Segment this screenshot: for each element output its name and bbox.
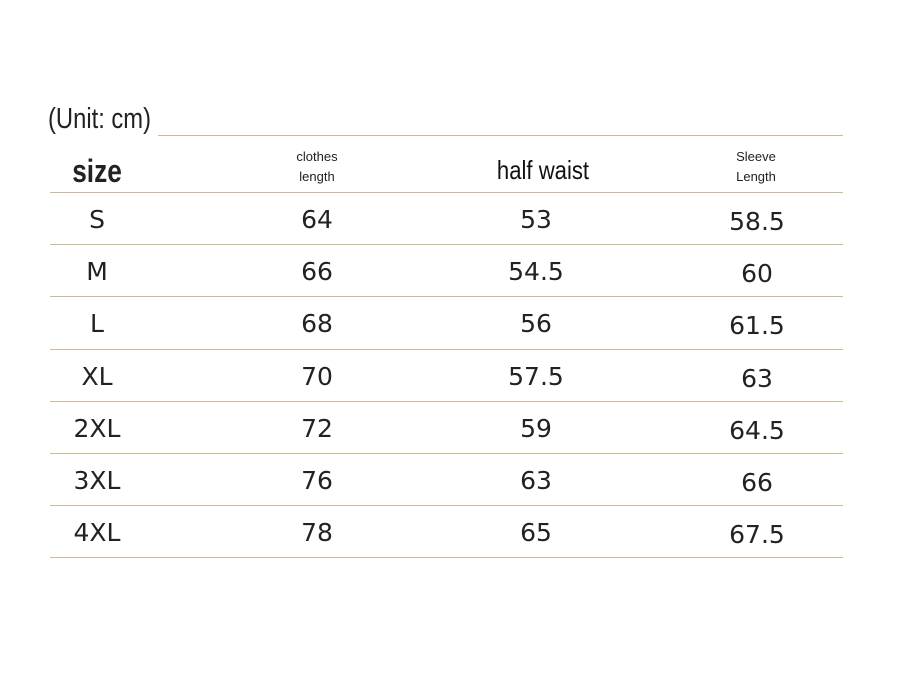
size-cell: S [89, 205, 105, 234]
size-cell: 4XL [73, 518, 121, 548]
value-cell: 63 [520, 466, 552, 495]
value-cell: 65 [520, 518, 552, 548]
size-cell: XL [81, 361, 113, 391]
size-cell: L [90, 309, 104, 339]
value-cell: 78 [301, 518, 333, 548]
row-rule [50, 244, 843, 245]
value-cell: 56 [520, 309, 552, 339]
value-cell: 76 [301, 466, 333, 495]
size-cell: 3XL [73, 466, 121, 495]
unit-label: (Unit: cm) [48, 103, 152, 135]
header-rule [50, 192, 843, 193]
row-rule [50, 349, 843, 350]
row-rule [50, 505, 843, 506]
size-cell: 2XL [73, 413, 121, 443]
value-cell: 64.5 [729, 415, 785, 445]
value-cell: 54.5 [508, 257, 564, 287]
row-rule [50, 296, 843, 297]
value-cell: 59 [520, 413, 552, 443]
value-cell: 66 [741, 468, 773, 497]
column-header: half waist [496, 155, 590, 185]
row-rule [50, 557, 843, 558]
column-header: clothes length [296, 149, 338, 184]
row-rule [50, 401, 843, 402]
size-cell: M [86, 257, 108, 287]
value-cell: 66 [301, 257, 333, 287]
column-header: Sleeve Length [736, 149, 776, 184]
value-cell: 70 [301, 361, 333, 391]
column-header: size [72, 153, 122, 189]
value-cell: 72 [301, 413, 333, 443]
value-cell: 67.5 [729, 520, 785, 550]
top-rule [158, 135, 843, 136]
row-rule [50, 453, 843, 454]
value-cell: 68 [301, 309, 333, 339]
value-cell: 63 [741, 363, 773, 393]
value-cell: 53 [520, 205, 552, 234]
value-cell: 61.5 [729, 311, 785, 341]
value-cell: 57.5 [508, 361, 564, 391]
value-cell: 58.5 [729, 207, 785, 236]
value-cell: 60 [741, 259, 773, 289]
value-cell: 64 [301, 205, 333, 234]
